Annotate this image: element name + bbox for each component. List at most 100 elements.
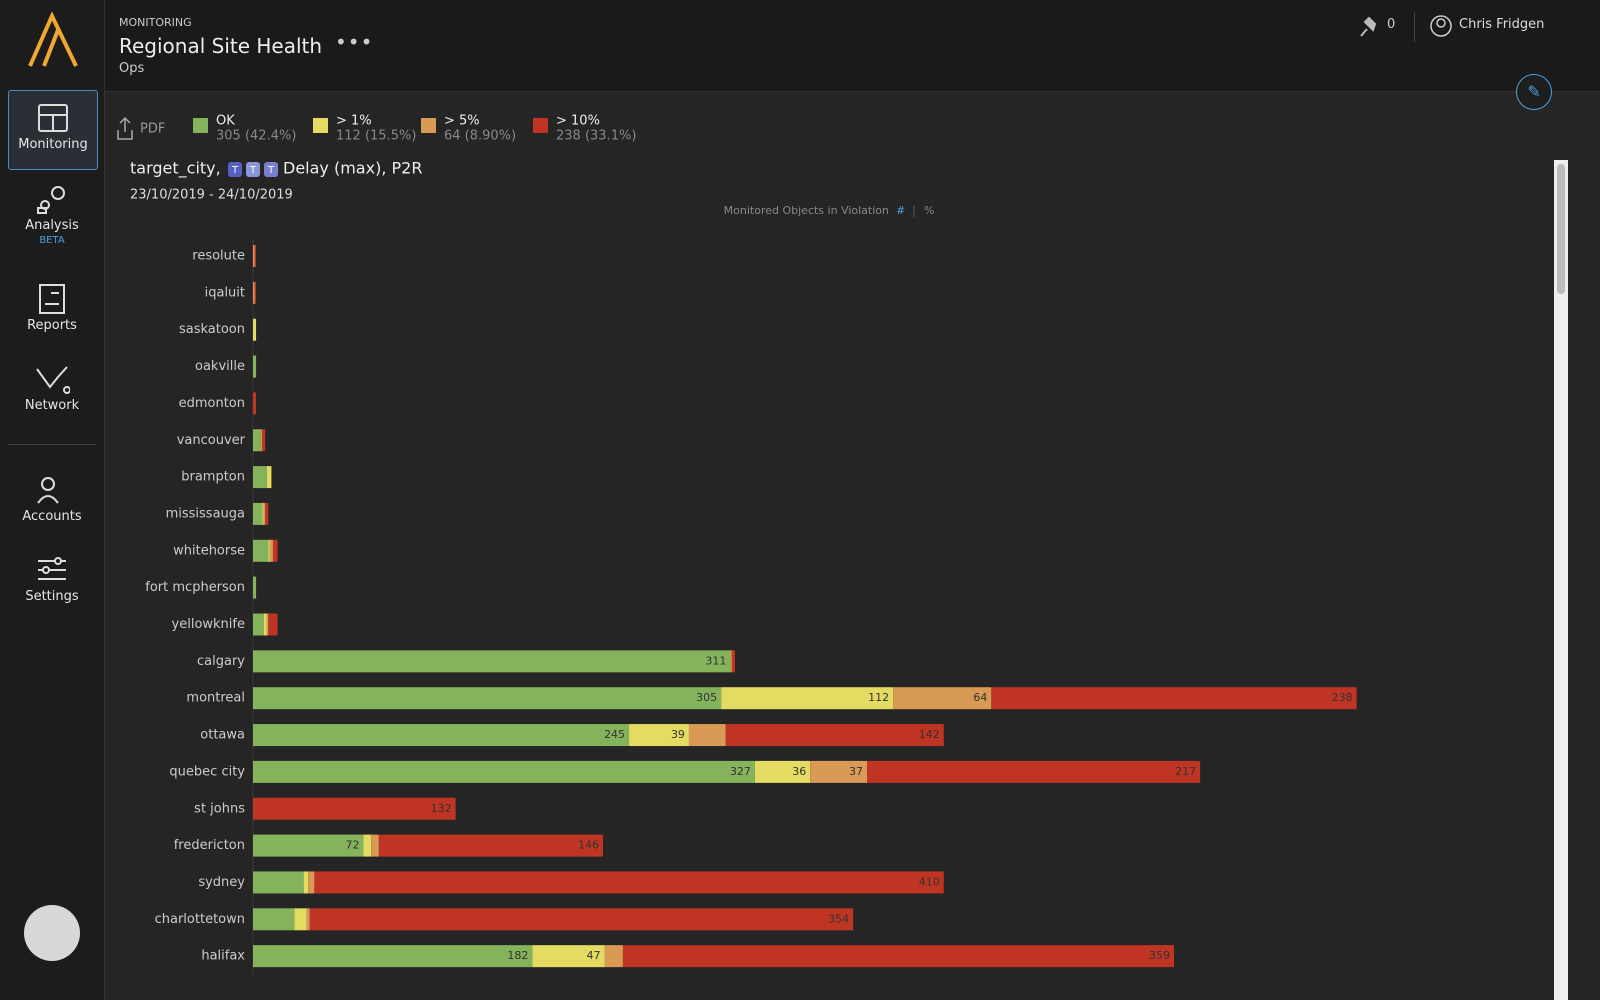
nav-label: Network [24, 398, 80, 413]
nav-analysis[interactable]: Analysis BETA [8, 172, 96, 250]
data-label: 354 [828, 912, 849, 925]
more-menu[interactable]: ••• [335, 30, 374, 54]
bar-segment [260, 429, 263, 452]
bar-segment [253, 466, 267, 489]
data-label: 47 [587, 949, 601, 962]
nav-reports[interactable]: Reports [8, 272, 96, 350]
bar-segment [867, 760, 1201, 783]
data-label: 305 [696, 691, 717, 704]
export-icon [117, 116, 133, 140]
bar-segment [253, 245, 255, 267]
bar-segment [371, 834, 379, 857]
pin-icon[interactable] [1355, 14, 1381, 40]
bar-segment [730, 650, 732, 673]
data-label: 238 [1332, 691, 1353, 704]
bar-segment [269, 539, 273, 562]
bar-segment [721, 687, 894, 710]
bar-segment [629, 724, 689, 747]
bar-segment [253, 318, 257, 341]
nav-label: Analysis [25, 218, 79, 233]
bar-segment [254, 245, 257, 267]
bar-segment [893, 687, 992, 710]
bar-segment [254, 281, 257, 304]
y-tick-label: fort mcpherson [145, 580, 245, 595]
bar-segment [253, 760, 755, 783]
export-button[interactable]: PDF [140, 122, 165, 137]
data-label: 146 [578, 839, 599, 852]
bar-segment [253, 945, 533, 968]
legend-swatch [533, 118, 548, 133]
data-label: 112 [868, 691, 889, 704]
data-label: 410 [919, 875, 940, 888]
bar-segment [253, 834, 364, 857]
y-tick-label: charlottetown [155, 912, 245, 927]
bar-segment [306, 908, 310, 931]
bar-segment [253, 281, 255, 304]
y-tick-label: iqaluit [205, 285, 245, 300]
data-label: 245 [604, 728, 625, 741]
title-badge-label: T [231, 165, 239, 176]
bar-segment [262, 502, 264, 525]
y-tick-label: calgary [197, 654, 245, 669]
scrollbar[interactable] [1554, 160, 1568, 1000]
data-label: 217 [1175, 765, 1196, 778]
chart: PDF target_city, 23/10/2019 - 24/10/2019… [117, 114, 1357, 975]
bar-segment [266, 613, 269, 636]
data-label: 327 [730, 765, 751, 778]
y-tick-label: brampton [181, 470, 245, 485]
data-label: 311 [705, 654, 726, 667]
data-label: 64 [973, 691, 987, 704]
nav-accounts[interactable]: Accounts [8, 463, 96, 541]
pins-count[interactable]: 0 [1387, 17, 1396, 32]
bar-segment [265, 502, 269, 525]
bar-segment [253, 576, 257, 599]
legend-summary: 238 (33.1%) [556, 129, 636, 144]
bar-segment [263, 502, 266, 525]
y-tick-label: edmonton [179, 396, 245, 411]
nav-monitoring[interactable]: Monitoring [8, 90, 98, 170]
legend-label: > 5% [444, 114, 480, 129]
divider [1414, 12, 1415, 42]
user-name[interactable]: Chris Fridgen [1459, 17, 1545, 32]
data-label: 182 [507, 949, 528, 962]
bar-segment [253, 502, 263, 525]
bar-segment [268, 613, 278, 636]
nav-settings[interactable]: Settings [8, 543, 96, 621]
nav-network[interactable]: Network [8, 352, 96, 430]
bar-segment [725, 724, 944, 747]
chart-title: Delay (max), P2R [283, 159, 422, 178]
edit-button[interactable]: ✎ [1516, 74, 1552, 110]
bar-segment [532, 945, 605, 968]
y-tick-label: mississauga [166, 506, 245, 521]
mode-toggle[interactable]: # [896, 204, 905, 217]
chat-button[interactable] [24, 905, 80, 961]
mode-toggle[interactable]: % [924, 204, 934, 217]
bar-segment [810, 760, 867, 783]
bar-segment [314, 871, 944, 894]
bar-segment [263, 613, 267, 636]
nav-label: Accounts [22, 509, 82, 524]
legend-summary: 112 (15.5%) [336, 129, 416, 144]
bar-segment [253, 908, 295, 931]
bar-segment [253, 871, 304, 894]
bar-segment [253, 539, 269, 562]
bar-segment [308, 871, 315, 894]
section-label: MONITORING [119, 16, 192, 29]
user-icon[interactable] [1429, 14, 1453, 38]
bar-segment [688, 724, 726, 747]
nav-label: Settings [25, 589, 79, 604]
title-badge-label: T [249, 165, 257, 176]
y-tick-label: whitehorse [173, 543, 245, 558]
bar-segment [253, 392, 257, 415]
legend-swatch [421, 118, 436, 133]
bar-segment [253, 724, 630, 747]
legend-swatch [193, 118, 208, 133]
legend-label: > 10% [556, 114, 600, 129]
header: MONITORING Regional Site Health ••• Ops … [105, 0, 1600, 92]
logo [28, 11, 78, 67]
bar-segment [309, 908, 854, 931]
y-tick-label: vancouver [177, 433, 246, 448]
legend-summary: 305 (42.4%) [216, 129, 296, 144]
y-tick-label: saskatoon [179, 322, 245, 337]
